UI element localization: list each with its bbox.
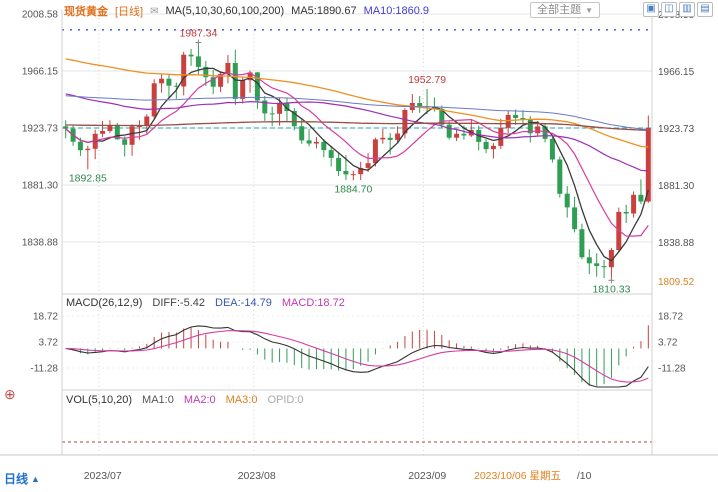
svg-text:2023/09: 2023/09 xyxy=(408,470,446,482)
layout-buttons-group: ▣ ◫ ▥ ▤ xyxy=(643,2,713,17)
macd-diff-value: DIFF:-5.42 xyxy=(152,297,205,309)
ma5-value-label: MA5:1890.67 xyxy=(291,5,357,17)
vol-ma2-value: MA2:0 xyxy=(183,394,216,406)
grid-panel-icon[interactable]: ▤ xyxy=(697,2,713,17)
svg-text:2023/10/06 星期五: 2023/10/06 星期五 xyxy=(474,470,561,482)
chevron-up-icon: ▲ xyxy=(31,473,40,484)
symbol-name: 现货黄金 xyxy=(64,6,108,18)
horizontal-split-icon[interactable]: ▥ xyxy=(679,2,695,17)
svg-text:3.72: 3.72 xyxy=(658,338,678,349)
ma10-value-label: MA10:1860.9 xyxy=(363,5,430,17)
svg-text:1809.52: 1809.52 xyxy=(658,277,695,288)
svg-text:1838.88: 1838.88 xyxy=(658,238,695,249)
svg-text:1987.34: 1987.34 xyxy=(179,28,217,40)
vol-params-label: VOL(5,10,20) xyxy=(66,394,133,406)
macd-indicator-header: MACD(26,12,9) DIFF:-5.42 DEA:-14.79 MACD… xyxy=(66,297,345,309)
svg-text:3.72: 3.72 xyxy=(39,338,59,349)
svg-text:1810.33: 1810.33 xyxy=(592,283,630,295)
vol-opid-value: OPID:0 xyxy=(267,394,304,406)
svg-text:-11.28: -11.28 xyxy=(658,364,686,375)
crosshair-tool-icon[interactable]: ⊕ xyxy=(4,386,16,402)
svg-text:1966.15: 1966.15 xyxy=(22,67,59,78)
svg-text:1923.73: 1923.73 xyxy=(22,124,59,135)
vol-ma3-value: MA3:0 xyxy=(225,394,258,406)
svg-text:1881.30: 1881.30 xyxy=(22,181,59,192)
svg-text:18.72: 18.72 xyxy=(658,312,683,323)
two-panel-icon[interactable]: ◫ xyxy=(661,2,677,17)
svg-text:18.72: 18.72 xyxy=(33,312,58,323)
macd-dea-value: DEA:-14.79 xyxy=(215,297,272,309)
svg-text:2008.58: 2008.58 xyxy=(22,10,59,21)
mail-icon[interactable]: ✉ xyxy=(150,5,159,17)
svg-text:1892.85: 1892.85 xyxy=(69,172,107,184)
period-selector-button[interactable]: 日线 ▲ xyxy=(4,470,40,487)
chevron-down-icon: ▼ xyxy=(585,5,593,15)
vol-ma1-value: MA1:0 xyxy=(142,394,174,406)
theme-dropdown[interactable]: 全部主题 ▼ xyxy=(530,2,600,18)
svg-text:1966.15: 1966.15 xyxy=(658,67,695,78)
svg-text:1884.70: 1884.70 xyxy=(334,183,372,195)
svg-text:2023/07: 2023/07 xyxy=(84,470,122,482)
svg-text:1923.73: 1923.73 xyxy=(658,124,695,135)
interval-label: [日线] xyxy=(115,6,144,18)
svg-text:1952.79: 1952.79 xyxy=(408,74,446,86)
svg-text:1881.30: 1881.30 xyxy=(658,181,695,192)
single-panel-icon[interactable]: ▣ xyxy=(643,2,659,17)
theme-dropdown-label: 全部主题 xyxy=(537,3,582,16)
svg-text:1838.88: 1838.88 xyxy=(22,238,59,249)
macd-params-label: MACD(26,12,9) xyxy=(66,297,143,309)
period-selector-label: 日线 xyxy=(4,472,29,486)
svg-text:/10: /10 xyxy=(577,470,592,482)
svg-text:2023/08: 2023/08 xyxy=(238,470,276,482)
svg-text:-11.28: -11.28 xyxy=(30,364,58,375)
volume-indicator-header: VOL(5,10,20) MA1:0 MA2:0 MA3:0 OPID:0 xyxy=(66,394,304,406)
ma-settings-label: MA(5,10,30,60,100,200) xyxy=(165,5,285,17)
macd-hist-value: MACD:18.72 xyxy=(281,297,345,309)
chart-toolbar: 现货黄金 [日线] ✉ MA(5,10,30,60,100,200) MA5:1… xyxy=(64,3,429,19)
